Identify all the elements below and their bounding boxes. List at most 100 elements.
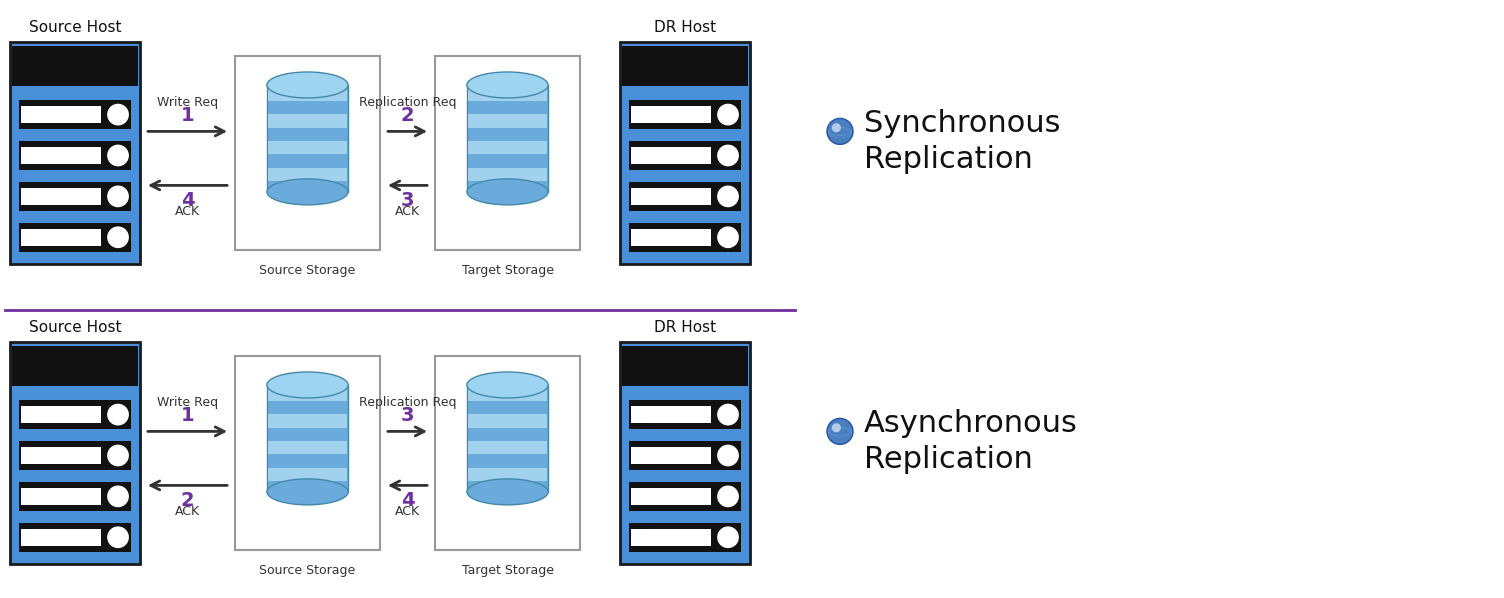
Circle shape — [108, 55, 131, 77]
Bar — [468, 168, 547, 181]
Ellipse shape — [466, 179, 547, 205]
Bar — [268, 141, 347, 154]
Text: 2: 2 — [400, 106, 414, 126]
Text: 4: 4 — [180, 191, 194, 210]
Bar — [632, 147, 711, 164]
Bar — [268, 468, 347, 481]
Text: ACK: ACK — [174, 505, 200, 518]
Text: Target Storage: Target Storage — [462, 564, 553, 577]
Circle shape — [717, 185, 738, 208]
Circle shape — [107, 444, 129, 466]
Bar — [468, 114, 547, 128]
Circle shape — [832, 123, 841, 132]
Circle shape — [107, 185, 129, 208]
Bar — [435, 356, 581, 550]
Circle shape — [680, 355, 702, 377]
Circle shape — [717, 404, 738, 425]
Ellipse shape — [266, 179, 347, 205]
Circle shape — [717, 145, 738, 166]
Text: Source Host: Source Host — [29, 320, 122, 335]
Bar — [11, 342, 140, 564]
Text: 1: 1 — [180, 106, 194, 126]
Bar — [620, 342, 750, 564]
Bar — [266, 85, 347, 192]
Bar — [20, 441, 131, 470]
Text: Source Host: Source Host — [29, 20, 122, 35]
Circle shape — [90, 55, 113, 77]
Circle shape — [832, 423, 841, 432]
Circle shape — [107, 404, 129, 425]
Circle shape — [717, 103, 738, 126]
Text: 1: 1 — [180, 407, 194, 425]
Circle shape — [717, 526, 738, 548]
Bar — [466, 85, 547, 192]
Ellipse shape — [466, 72, 547, 98]
Bar — [235, 56, 381, 250]
Bar — [268, 414, 347, 428]
Bar — [20, 100, 131, 129]
Ellipse shape — [266, 372, 347, 398]
Circle shape — [90, 355, 113, 377]
Bar — [268, 168, 347, 181]
Bar — [21, 529, 101, 546]
Bar — [12, 346, 138, 386]
Bar — [21, 228, 101, 246]
Bar — [629, 523, 741, 551]
Bar — [629, 400, 741, 429]
Bar — [468, 88, 547, 101]
Text: 3: 3 — [400, 407, 414, 425]
Text: ACK: ACK — [396, 205, 420, 218]
Text: Asynchronous
Replication: Asynchronous Replication — [863, 410, 1078, 474]
Circle shape — [717, 444, 738, 466]
Bar — [266, 385, 347, 492]
Bar — [466, 385, 547, 492]
Text: Replication Req: Replication Req — [359, 396, 456, 410]
Bar — [632, 447, 711, 464]
Bar — [20, 482, 131, 511]
Circle shape — [717, 227, 738, 248]
Bar — [629, 141, 741, 170]
Bar — [632, 406, 711, 423]
Circle shape — [717, 486, 738, 507]
Text: DR Host: DR Host — [654, 20, 716, 35]
Bar — [629, 182, 741, 210]
Circle shape — [107, 227, 129, 248]
Bar — [11, 42, 140, 264]
Bar — [468, 388, 547, 401]
Text: DR Host: DR Host — [654, 320, 716, 335]
Bar — [21, 106, 101, 123]
Bar — [632, 488, 711, 505]
Bar — [12, 46, 138, 86]
Ellipse shape — [466, 372, 547, 398]
Circle shape — [71, 355, 93, 377]
Text: ACK: ACK — [174, 205, 200, 218]
Bar — [20, 141, 131, 170]
Text: ACK: ACK — [396, 505, 420, 518]
Bar — [20, 400, 131, 429]
Bar — [623, 46, 747, 86]
Bar — [21, 147, 101, 164]
Circle shape — [107, 103, 129, 126]
Text: Target Storage: Target Storage — [462, 264, 553, 277]
Text: 3: 3 — [400, 191, 414, 210]
Circle shape — [107, 486, 129, 507]
Bar — [620, 42, 750, 264]
Bar — [268, 388, 347, 401]
Bar — [629, 441, 741, 470]
Bar — [629, 100, 741, 129]
Text: Source Storage: Source Storage — [259, 264, 355, 277]
Bar — [435, 56, 581, 250]
Bar — [21, 188, 101, 205]
Text: Source Storage: Source Storage — [259, 564, 355, 577]
Circle shape — [717, 55, 740, 77]
Bar — [468, 468, 547, 481]
Circle shape — [108, 355, 131, 377]
Text: Replication Req: Replication Req — [359, 96, 456, 109]
Text: Write Req: Write Req — [156, 396, 218, 410]
Ellipse shape — [266, 72, 347, 98]
Circle shape — [107, 526, 129, 548]
Circle shape — [680, 55, 702, 77]
Circle shape — [717, 355, 740, 377]
Bar — [468, 441, 547, 454]
Bar — [20, 182, 131, 210]
